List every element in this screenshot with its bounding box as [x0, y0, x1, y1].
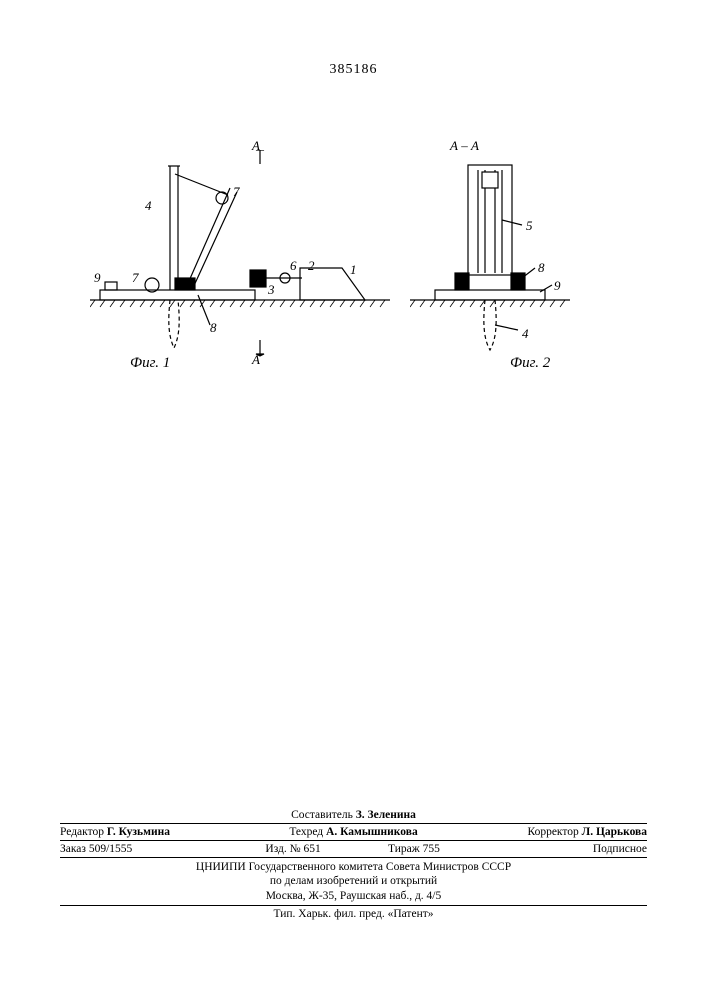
fig1-callout-6: 6 [290, 258, 297, 274]
figures-area: А А А – А [90, 140, 610, 400]
org-line3: Москва, Ж-35, Раушская наб., д. 4/5 [60, 889, 647, 903]
fig1-callout-7: 7 [233, 184, 240, 200]
fig1-callout-8: 8 [210, 320, 217, 336]
fig1-drawing [90, 150, 390, 380]
order-label: Заказ [60, 843, 86, 855]
fig2-drawing [410, 150, 570, 380]
podpisnoe: Подписное [474, 843, 647, 855]
fig2-callout-5: 5 [526, 218, 533, 234]
compiler-name: З. Зеленина [356, 809, 416, 821]
imprint-footer: Составитель З. Зеленина Редактор Г. Кузь… [60, 807, 647, 922]
fig2-label: Фиг. 2 [510, 355, 550, 372]
org-block: ЦНИИПИ Государственного комитета Совета … [60, 857, 647, 905]
corrector-label: Корректор [527, 826, 578, 838]
fig2-callout-9: 9 [554, 278, 561, 294]
techred-name: А. Камышникова [326, 826, 418, 838]
patent-page: 385186 А А А – А [0, 0, 707, 1000]
editor-label: Редактор [60, 826, 104, 838]
fig1-callout-4: 4 [145, 198, 152, 214]
fig1-callout-7b: 7 [132, 270, 139, 286]
fig1-callout-2: 2 [308, 258, 315, 274]
tirazh-label: Тираж [388, 843, 420, 855]
izd-value: 651 [303, 843, 320, 855]
fig1-callout-1: 1 [350, 262, 357, 278]
fig1-callout-3: 3 [268, 282, 275, 298]
fig1-callout-9: 9 [94, 270, 101, 286]
org-line2: по делам изобретений и открытий [60, 874, 647, 888]
editor-name: Г. Кузьмина [107, 826, 170, 838]
tirazh-value: 755 [423, 843, 440, 855]
print-info-row: Заказ 509/1555 Изд. № 651 Тираж 755 Подп… [60, 840, 647, 857]
fig2-callout-4: 4 [522, 326, 529, 342]
corrector-name: Л. Царькова [582, 826, 647, 838]
izd-label: Изд. № [265, 843, 300, 855]
techred-label: Техред [289, 826, 323, 838]
compiler-row: Составитель З. Зеленина [60, 807, 647, 823]
fig1-label: Фиг. 1 [130, 355, 170, 372]
org-line1: ЦНИИПИ Государственного комитета Совета … [60, 860, 647, 874]
credits-row: Редактор Г. Кузьмина Техред А. Камышнико… [60, 823, 647, 840]
compiler-label: Составитель [291, 809, 353, 821]
patent-number: 385186 [0, 62, 707, 78]
order-value: 509/1555 [89, 843, 132, 855]
fig2-callout-8: 8 [538, 260, 545, 276]
printer-line: Тип. Харьк. фил. пред. «Патент» [60, 905, 647, 922]
